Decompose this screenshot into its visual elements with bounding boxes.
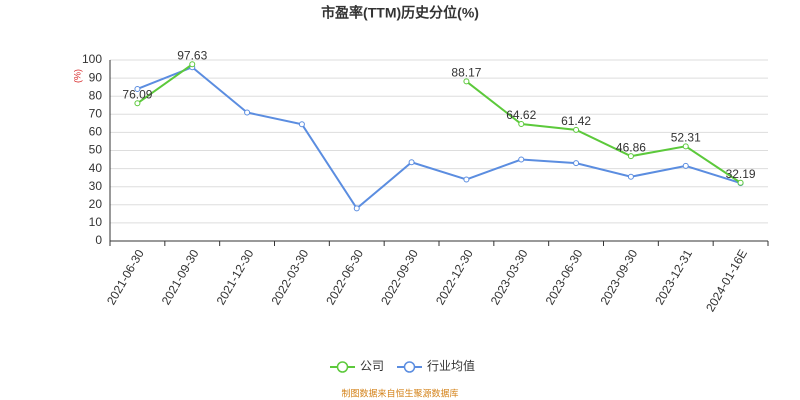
data-label: 46.86 bbox=[616, 140, 646, 154]
point bbox=[518, 121, 525, 128]
x-tick-label: 2023-09-30 bbox=[597, 247, 640, 307]
point bbox=[134, 100, 141, 107]
x-tick-label: 2022-12-30 bbox=[433, 247, 476, 307]
point bbox=[518, 156, 525, 163]
data-label: 32.19 bbox=[726, 167, 756, 181]
point bbox=[463, 78, 470, 85]
point bbox=[573, 126, 580, 133]
data-label: 76.09 bbox=[122, 87, 152, 101]
x-tick-label: 2022-09-30 bbox=[378, 247, 421, 307]
point bbox=[682, 162, 689, 169]
y-tick-label: 90 bbox=[89, 70, 103, 84]
point bbox=[353, 205, 360, 212]
data-label: 52.31 bbox=[671, 130, 701, 144]
point bbox=[189, 61, 196, 68]
data-label: 88.17 bbox=[451, 66, 481, 80]
x-tick-label: 2021-06-30 bbox=[104, 247, 147, 307]
series-line bbox=[137, 66, 741, 210]
point bbox=[134, 85, 141, 92]
chart-title: 市盈率(TTM)历史分位(%) bbox=[321, 5, 479, 21]
y-tick-label: 0 bbox=[95, 233, 102, 247]
x-tick-label: 2023-03-30 bbox=[488, 247, 531, 307]
point bbox=[682, 143, 689, 150]
y-tick-label: 80 bbox=[89, 88, 103, 102]
data-label: 97.63 bbox=[177, 48, 207, 62]
point bbox=[627, 173, 634, 180]
data-label: 61.42 bbox=[561, 114, 591, 128]
x-tick-label: 2024-01-16E bbox=[703, 247, 750, 314]
point bbox=[627, 153, 634, 160]
y-tick-label: 40 bbox=[89, 161, 103, 175]
y-unit: (%) bbox=[72, 69, 82, 83]
y-tick-label: 100 bbox=[82, 52, 102, 66]
source-note: 制图数据来自恒生聚源数据库 bbox=[341, 387, 458, 398]
y-tick-label: 70 bbox=[89, 106, 103, 120]
point bbox=[408, 159, 415, 166]
legend-label: 公司 bbox=[360, 359, 384, 373]
legend-marker bbox=[336, 361, 349, 373]
x-tick-label: 2022-06-30 bbox=[323, 247, 366, 307]
y-tick-label: 50 bbox=[89, 143, 103, 157]
point bbox=[298, 121, 305, 128]
point bbox=[463, 176, 470, 183]
series-line bbox=[136, 63, 742, 184]
point bbox=[737, 179, 744, 186]
y-tick-label: 20 bbox=[89, 197, 103, 211]
y-tick-label: 30 bbox=[89, 179, 103, 193]
x-tick-label: 2021-12-30 bbox=[214, 247, 257, 307]
point bbox=[244, 109, 251, 116]
data-label: 64.62 bbox=[506, 108, 536, 122]
legend-label: 行业均值 bbox=[427, 358, 475, 373]
x-tick-label: 2021-09-30 bbox=[159, 247, 202, 307]
legend-marker bbox=[403, 361, 416, 373]
x-tick-label: 2023-12-31 bbox=[652, 247, 695, 307]
y-tick-label: 60 bbox=[89, 125, 103, 139]
x-tick-label: 2023-06-30 bbox=[543, 247, 586, 307]
point bbox=[573, 160, 580, 167]
y-tick-label: 10 bbox=[89, 215, 103, 229]
x-tick-label: 2022-03-30 bbox=[268, 247, 311, 307]
